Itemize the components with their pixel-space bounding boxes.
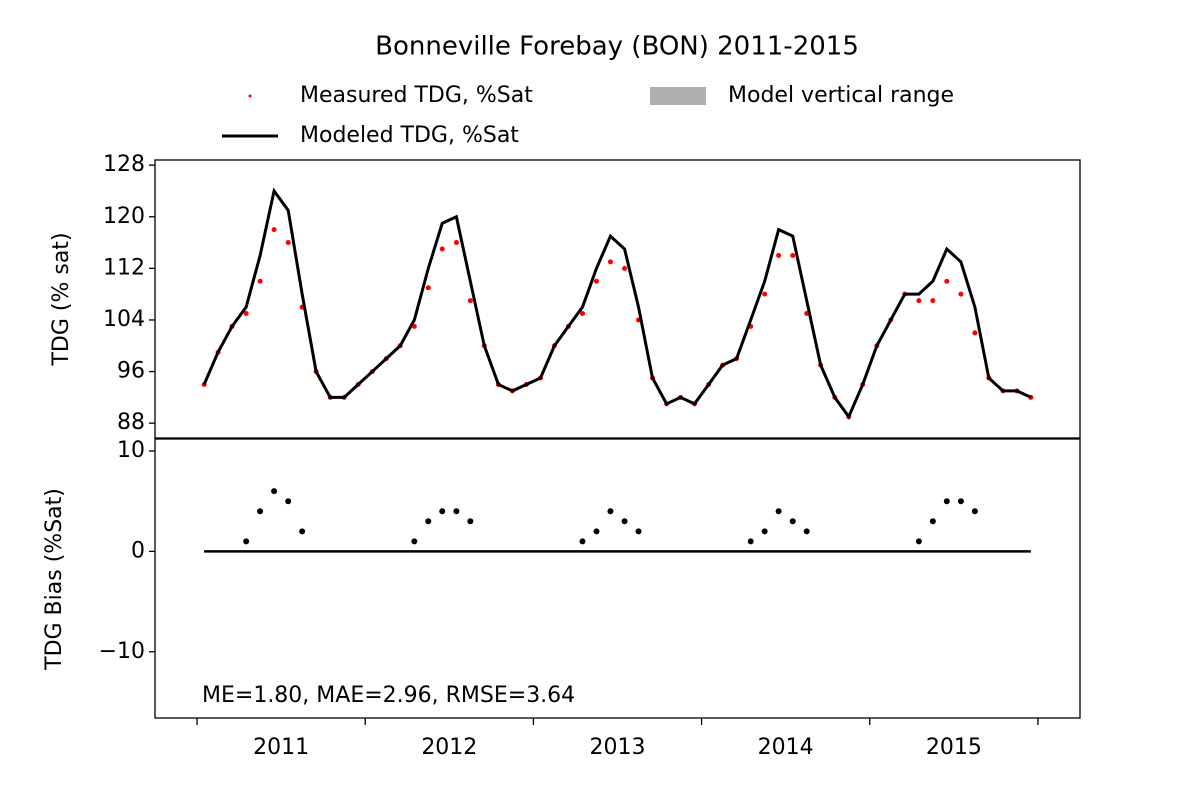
y-tick-label: 88 <box>117 410 145 435</box>
bias-point <box>453 508 460 515</box>
y-tick-label: 120 <box>103 204 145 229</box>
y-tick-label: 96 <box>117 359 145 384</box>
bias-point <box>593 528 600 535</box>
measured-point <box>790 252 796 258</box>
measured-point <box>607 259 613 265</box>
bias-point <box>285 498 292 505</box>
legend-label: Model vertical range <box>728 83 954 108</box>
legend-label: Modeled TDG, %Sat <box>300 123 519 148</box>
bias-point <box>971 508 978 515</box>
measured-point <box>762 291 768 297</box>
y-tick-label: −10 <box>99 639 145 664</box>
measured-point <box>271 227 277 233</box>
bias-point <box>789 518 796 525</box>
measured-point <box>776 252 782 258</box>
y-axis-label: TDG (% sat) <box>49 232 74 366</box>
measured-point <box>916 298 922 304</box>
measured-point <box>285 240 291 246</box>
bias-point <box>929 518 936 525</box>
legend-marker <box>248 94 252 98</box>
bias-point <box>747 538 754 545</box>
bias-point <box>243 538 250 545</box>
bias-point <box>943 498 950 505</box>
measured-point <box>453 240 459 246</box>
bias-point <box>579 538 586 545</box>
measured-point <box>593 278 599 284</box>
y-tick-label: 104 <box>103 307 145 332</box>
annotation: ME=1.80, MAE=2.96, RMSE=3.64 <box>202 683 575 708</box>
y-tick-label: 112 <box>103 255 145 280</box>
bias-point <box>775 508 782 515</box>
bias-point <box>803 528 810 535</box>
bias-point <box>635 528 642 535</box>
x-tick-label: 2014 <box>758 735 814 760</box>
measured-point <box>467 298 473 304</box>
measured-point <box>972 330 978 336</box>
x-tick-label: 2012 <box>421 735 477 760</box>
modeled-line <box>202 187 1032 420</box>
bias-point <box>257 508 264 515</box>
bias-point <box>957 498 964 505</box>
y-tick-label: 10 <box>117 438 145 463</box>
bias-point <box>621 518 628 525</box>
measured-point <box>425 285 431 291</box>
y-tick-label: 0 <box>131 538 145 563</box>
measured-point <box>930 298 936 304</box>
bias-point <box>299 528 306 535</box>
x-tick-label: 2013 <box>590 735 646 760</box>
bias-point <box>915 538 922 545</box>
bias-point <box>425 518 432 525</box>
measured-point <box>958 291 964 297</box>
measured-point <box>622 265 628 271</box>
bias-point <box>411 538 418 545</box>
bias-point <box>439 508 446 515</box>
legend-label: Measured TDG, %Sat <box>300 83 533 108</box>
chart-title: Bonneville Forebay (BON) 2011-2015 <box>375 32 859 62</box>
x-tick-label: 2015 <box>926 735 982 760</box>
legend-marker <box>650 87 706 105</box>
measured-point <box>580 311 586 317</box>
bias-point <box>761 528 768 535</box>
plot-frame <box>154 159 1081 439</box>
measured-point <box>243 311 249 317</box>
measured-point <box>439 246 445 252</box>
plot-frame <box>154 438 1081 719</box>
bias-point <box>607 508 614 515</box>
y-axis-label: TDG Bias (%Sat) <box>42 488 67 671</box>
bias-point <box>271 488 278 495</box>
x-tick-label: 2011 <box>253 735 309 760</box>
y-tick-label: 128 <box>103 152 145 177</box>
bias-point <box>467 518 474 525</box>
measured-point <box>944 278 950 284</box>
measured-point <box>257 278 263 284</box>
